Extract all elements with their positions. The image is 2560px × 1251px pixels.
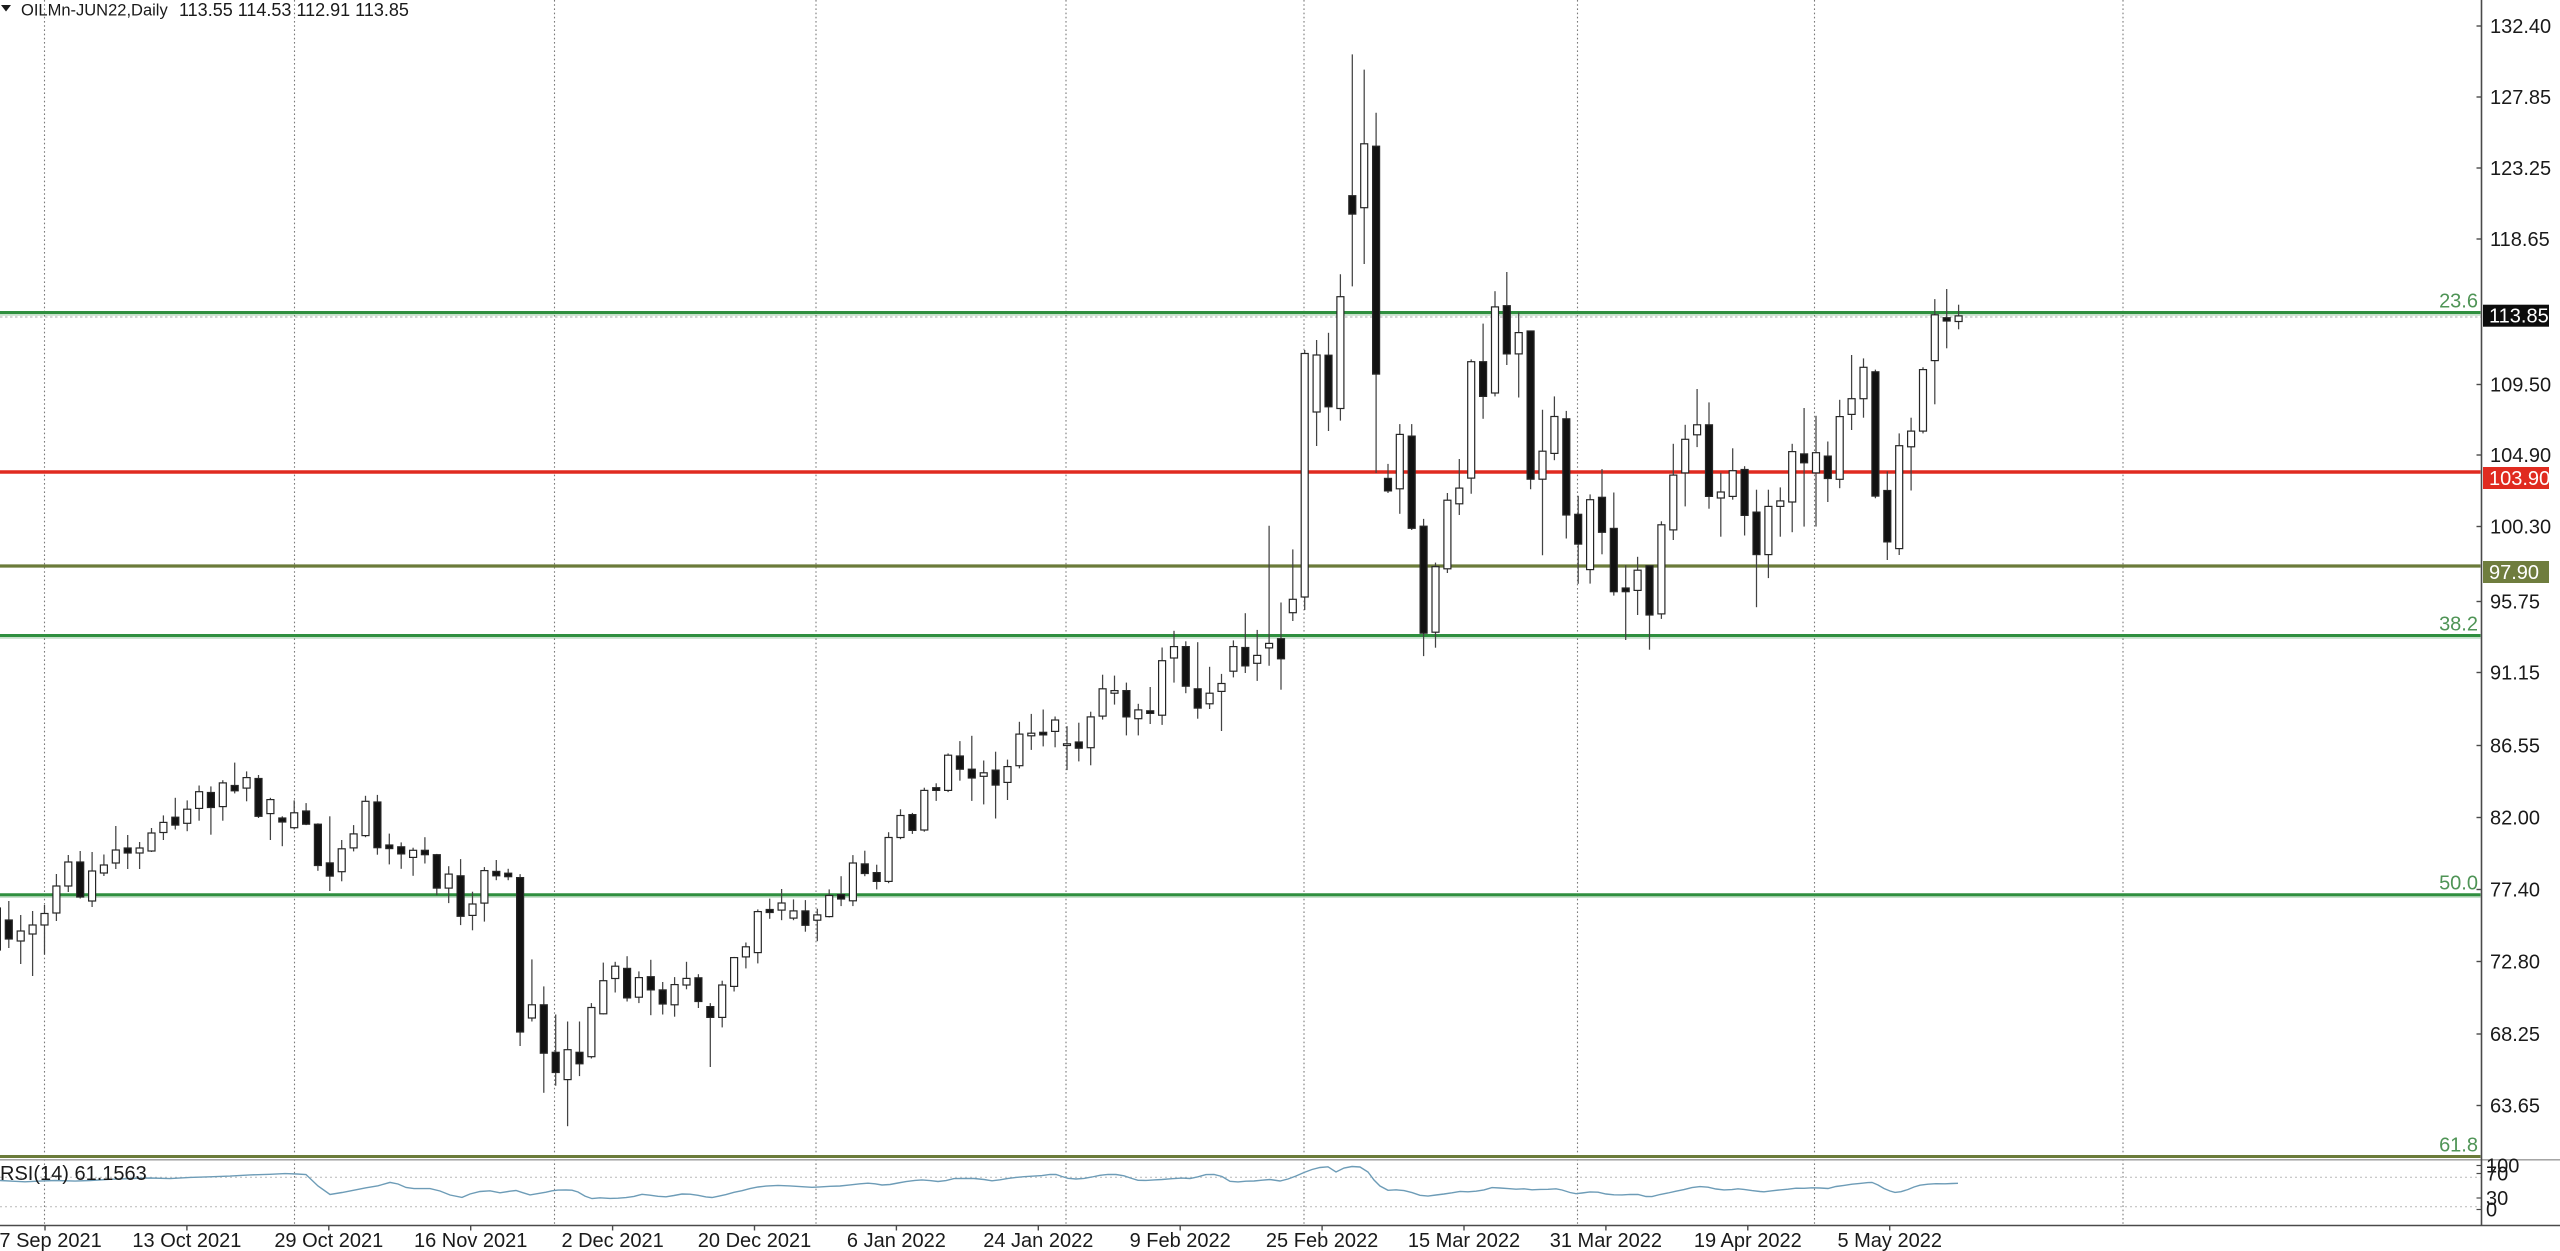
svg-text:31 Mar 2022: 31 Mar 2022: [1550, 1230, 1662, 1251]
svg-text:123.25: 123.25: [2490, 158, 2551, 180]
svg-text:100.30: 100.30: [2490, 517, 2551, 539]
svg-text:13 Oct 2021: 13 Oct 2021: [132, 1230, 241, 1251]
svg-text:5 May 2022: 5 May 2022: [1837, 1230, 1942, 1251]
svg-text:113.55 114.53 112.91 113.85: 113.55 114.53 112.91 113.85: [179, 0, 409, 20]
svg-text:6 Jan 2022: 6 Jan 2022: [847, 1230, 946, 1251]
svg-text:20 Dec 2021: 20 Dec 2021: [698, 1230, 811, 1251]
svg-text:25 Feb 2022: 25 Feb 2022: [1266, 1230, 1378, 1251]
svg-text:27 Sep 2021: 27 Sep 2021: [0, 1230, 102, 1251]
svg-text:19 Apr 2022: 19 Apr 2022: [1694, 1230, 1802, 1251]
svg-text:97.90: 97.90: [2489, 562, 2539, 584]
svg-text:15 Mar 2022: 15 Mar 2022: [1408, 1230, 1520, 1251]
svg-text:0: 0: [2486, 1200, 2497, 1222]
svg-text:72.80: 72.80: [2490, 952, 2540, 974]
svg-text:103.90: 103.90: [2489, 468, 2550, 490]
svg-text:9 Feb 2022: 9 Feb 2022: [1130, 1230, 1231, 1251]
svg-text:63.65: 63.65: [2490, 1096, 2540, 1118]
svg-text:2 Dec 2021: 2 Dec 2021: [561, 1230, 663, 1251]
svg-text:91.15: 91.15: [2490, 663, 2540, 685]
svg-text:127.85: 127.85: [2490, 87, 2551, 109]
svg-text:109.50: 109.50: [2490, 375, 2551, 397]
svg-text:RSI(14) 61.1563: RSI(14) 61.1563: [0, 1163, 147, 1185]
svg-text:23.6: 23.6: [2439, 291, 2478, 313]
svg-text:82.00: 82.00: [2490, 808, 2540, 830]
svg-text:77.40: 77.40: [2490, 880, 2540, 902]
svg-text:86.55: 86.55: [2490, 736, 2540, 758]
svg-text:24 Jan 2022: 24 Jan 2022: [983, 1230, 1093, 1251]
svg-text:95.75: 95.75: [2490, 592, 2540, 614]
svg-text:132.40: 132.40: [2490, 16, 2551, 38]
svg-text:OILMn-JUN22,Daily: OILMn-JUN22,Daily: [21, 2, 168, 20]
svg-text:30: 30: [2486, 1188, 2508, 1210]
svg-text:100: 100: [2486, 1156, 2519, 1178]
svg-text:113.85: 113.85: [2489, 306, 2549, 328]
svg-text:104.90: 104.90: [2490, 445, 2551, 467]
svg-text:118.65: 118.65: [2490, 229, 2550, 251]
svg-text:50.0: 50.0: [2439, 873, 2478, 895]
svg-text:61.8: 61.8: [2439, 1135, 2478, 1157]
svg-text:29 Oct 2021: 29 Oct 2021: [274, 1230, 383, 1251]
svg-text:38.2: 38.2: [2439, 614, 2478, 636]
svg-text:16 Nov 2021: 16 Nov 2021: [414, 1230, 527, 1251]
svg-text:68.25: 68.25: [2490, 1024, 2540, 1046]
svg-text:70: 70: [2486, 1164, 2508, 1186]
